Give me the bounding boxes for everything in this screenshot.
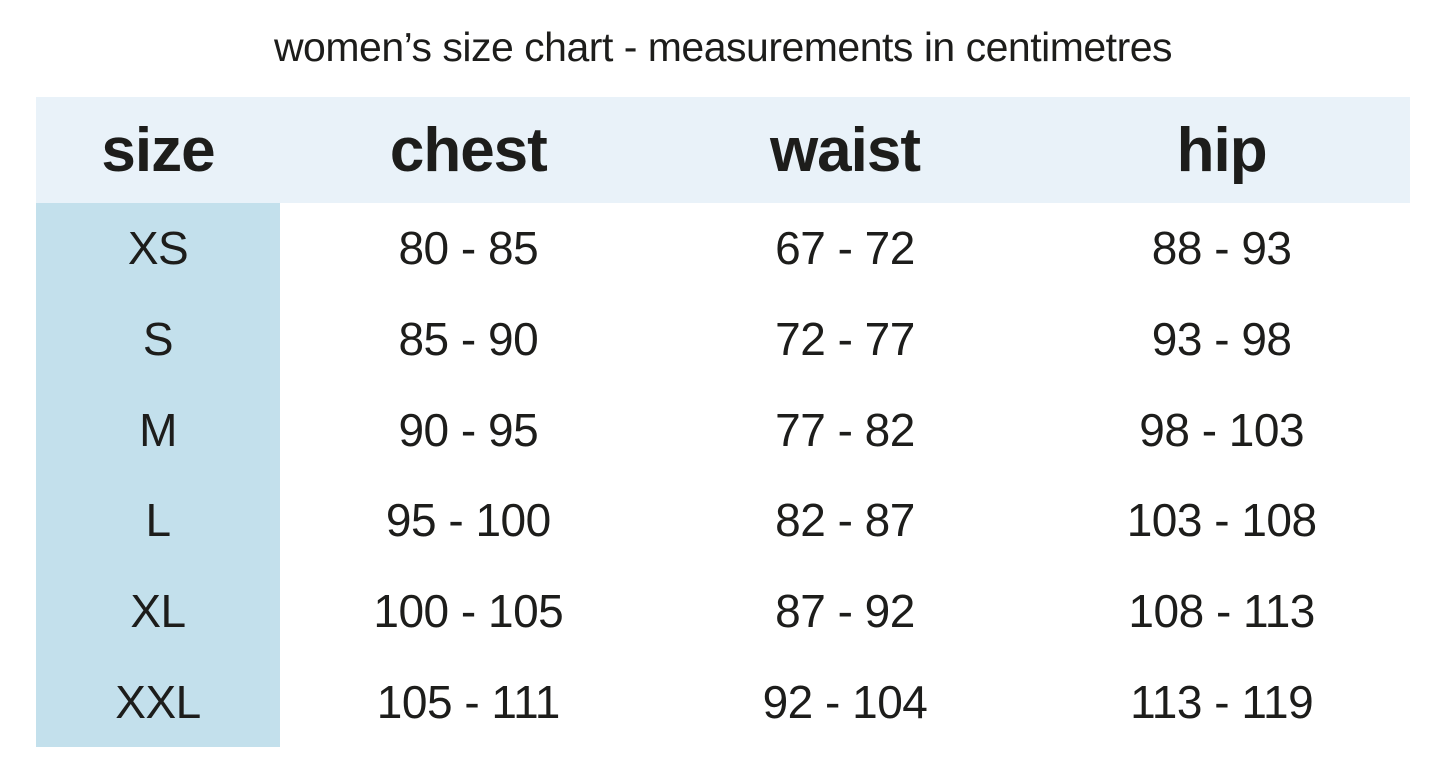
header-cell-size: size (36, 97, 280, 203)
header-cell-waist: waist (656, 97, 1034, 203)
hip-value-cell: 93 - 98 (1033, 293, 1410, 385)
size-label-cell: XS (36, 203, 280, 294)
chest-value-cell: 80 - 85 (280, 203, 657, 294)
waist-value-cell: 92 - 104 (656, 656, 1034, 747)
header-cell-hip: hip (1033, 97, 1410, 203)
waist-value-cell: 67 - 72 (656, 203, 1034, 294)
chest-value-cell: 90 - 95 (280, 384, 657, 475)
size-label-cell: L (36, 474, 280, 566)
size-label-cell: M (36, 384, 280, 475)
hip-value-cell: 108 - 113 (1033, 565, 1410, 657)
chest-value-cell: 105 - 111 (280, 656, 657, 747)
waist-value-cell: 72 - 77 (656, 293, 1034, 385)
hip-value-cell: 103 - 108 (1033, 474, 1410, 566)
hip-value-cell: 98 - 103 (1033, 384, 1410, 475)
waist-value-cell: 87 - 92 (656, 565, 1034, 657)
chest-value-cell: 85 - 90 (280, 293, 657, 385)
header-cell-chest: chest (280, 97, 657, 203)
size-label-cell: XXL (36, 656, 280, 747)
chart-title: women’s size chart - measurements in cen… (273, 24, 1173, 70)
chest-value-cell: 95 - 100 (280, 474, 657, 566)
waist-value-cell: 82 - 87 (656, 474, 1034, 566)
size-table: size chest waist hip XS 80 - 85 67 - 72 88 … (36, 97, 1410, 747)
waist-value-cell: 77 - 82 (656, 384, 1034, 475)
size-label-cell: XL (36, 565, 280, 657)
chest-value-cell: 100 - 105 (280, 565, 657, 657)
hip-value-cell: 113 - 119 (1033, 656, 1410, 747)
size-label-cell: S (36, 293, 280, 385)
hip-value-cell: 88 - 93 (1033, 203, 1410, 294)
